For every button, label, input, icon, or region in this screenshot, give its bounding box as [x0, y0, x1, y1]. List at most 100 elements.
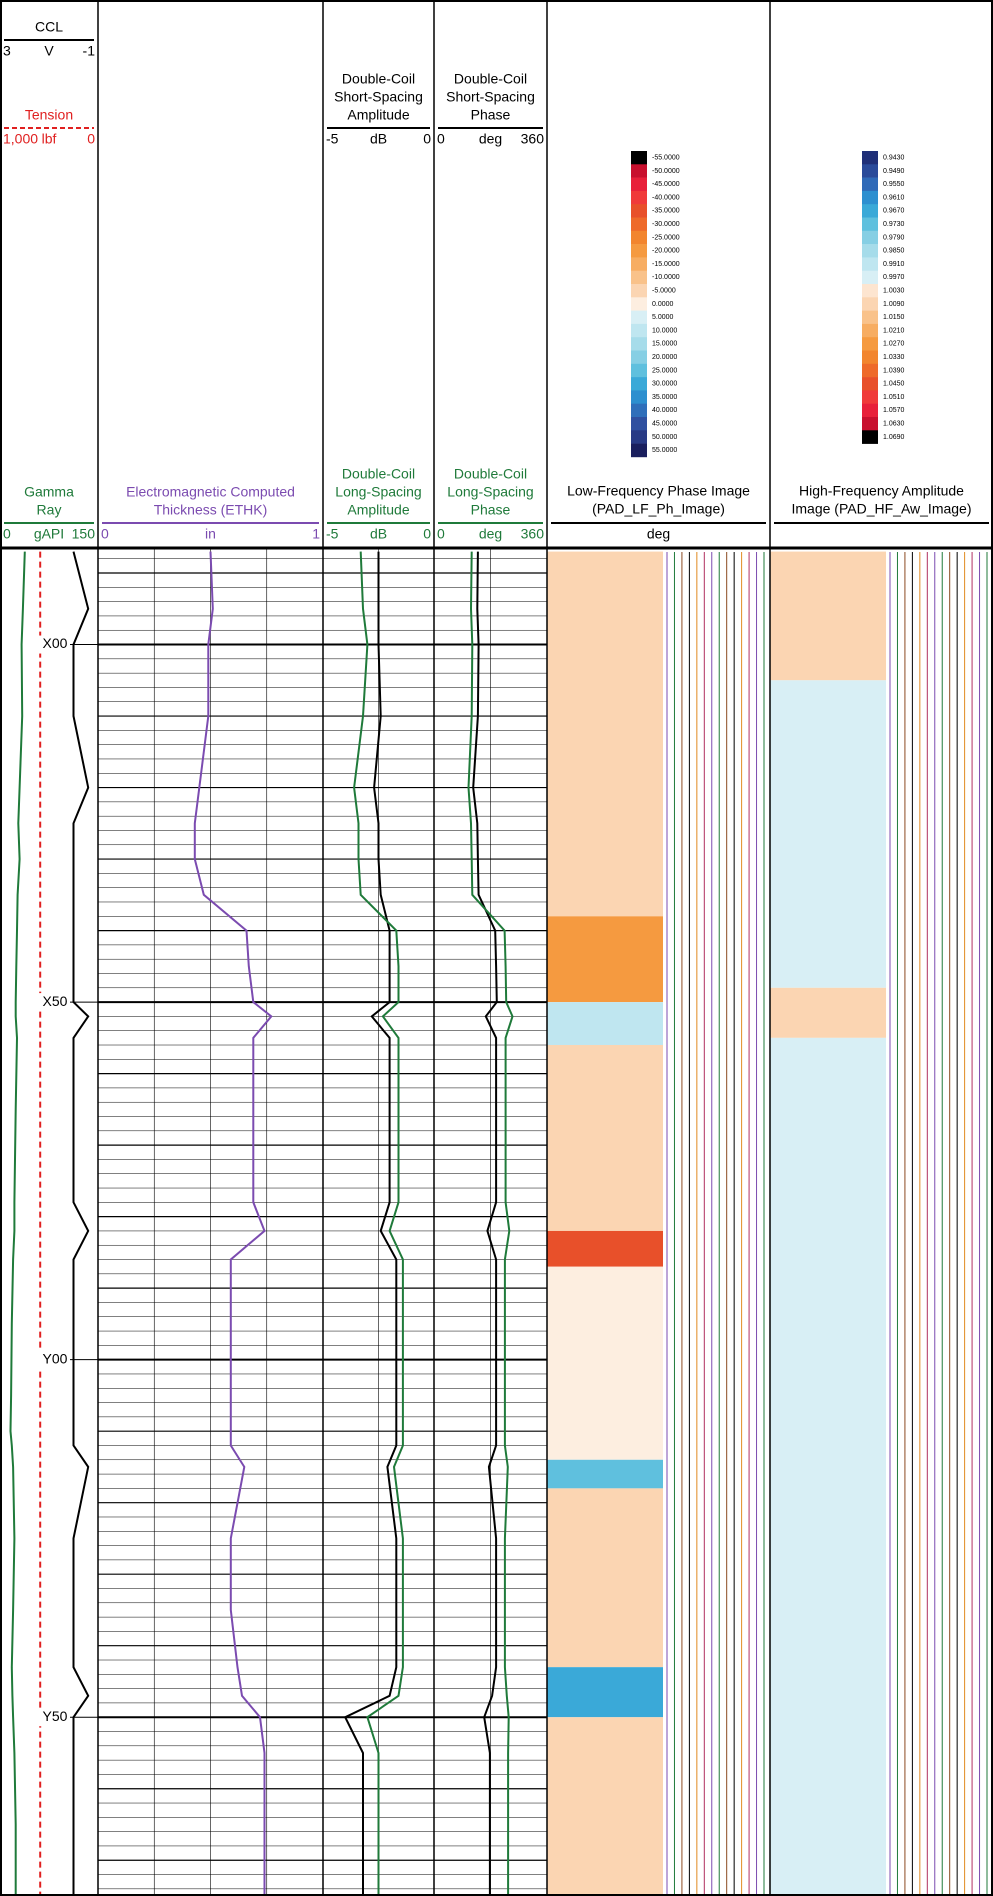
curve-title: Phase: [471, 107, 511, 123]
log-curve: [353, 551, 404, 1896]
scale-left: 3: [3, 43, 11, 59]
image-band: [770, 551, 886, 681]
colorbar-label: 50.0000: [652, 434, 677, 441]
colorbar-cell: [631, 270, 647, 285]
colorbar-label: -55.0000: [652, 154, 680, 161]
colorbar-cell: [631, 244, 647, 258]
colorbar-cell: [631, 430, 647, 444]
scale-right: 150: [72, 526, 96, 542]
colorbar-cell: [631, 350, 647, 365]
colorbar-label: 5.0000: [652, 314, 674, 321]
image-band: [547, 1667, 663, 1718]
colorbar-label: 0.0000: [652, 301, 674, 308]
image-band: [547, 1266, 663, 1460]
depth-label: X00: [43, 635, 68, 651]
colorbar-label: 0.9610: [883, 194, 905, 201]
colorbar-label: -15.0000: [652, 261, 680, 268]
colorbar-label: 1.0210: [883, 327, 905, 334]
scale-right: 360: [521, 131, 545, 147]
curve-title: Gamma: [24, 484, 74, 500]
scale-right: 1: [312, 526, 320, 542]
scale-unit: deg: [479, 131, 502, 147]
colorbar-label: 0.9730: [883, 221, 905, 228]
colorbar-cell: [862, 323, 878, 338]
scale-right: 0: [423, 526, 431, 542]
image-title: Low-Frequency Phase Image: [567, 483, 750, 499]
colorbar-label: 1.0330: [883, 354, 905, 361]
colorbar-label: -45.0000: [652, 181, 680, 188]
log-curve: [467, 551, 514, 1896]
colorbar-cell: [631, 230, 647, 245]
scale-left: 0: [3, 526, 11, 542]
colorbar-label: -40.0000: [652, 194, 680, 201]
colorbar-cell: [862, 151, 878, 165]
curve-title: Tension: [25, 107, 73, 123]
depth-label: Y00: [43, 1350, 68, 1366]
colorbar-cell: [862, 284, 878, 298]
curve-title: Double-Coil: [342, 71, 415, 87]
colorbar-label: 0.9490: [883, 168, 905, 175]
colorbar-label: 0.9550: [883, 181, 905, 188]
scale-unit: dB: [370, 131, 387, 147]
image-band: [547, 1717, 663, 1896]
scale-left: 0: [437, 526, 445, 542]
scale-left: 0: [101, 526, 109, 542]
curve-title: Long-Spacing: [447, 484, 533, 500]
colorbar-cell: [631, 377, 647, 391]
colorbar-cell: [631, 284, 647, 298]
colorbar-cell: [631, 403, 647, 418]
colorbar-cell: [862, 350, 878, 365]
colorbar-cell: [631, 164, 647, 178]
image-band: [547, 1488, 663, 1668]
colorbar-label: 0.9430: [883, 154, 905, 161]
colorbar-cell: [862, 403, 878, 418]
colorbar-cell: [862, 230, 878, 245]
curve-title: CCL: [35, 19, 63, 35]
colorbar-label: 0.9790: [883, 234, 905, 241]
scale-left: -5: [326, 526, 339, 542]
depth-label-bg: [38, 635, 72, 654]
image-title: High-Frequency Amplitude: [799, 483, 964, 499]
colorbar-cell: [631, 151, 647, 165]
colorbar-label: 0.9910: [883, 261, 905, 268]
colorbar-cell: [862, 430, 878, 444]
depth-label-bg: [38, 1708, 72, 1727]
image-band: [547, 1002, 663, 1046]
curve-title: Amplitude: [347, 502, 409, 518]
colorbar-label: 1.0090: [883, 301, 905, 308]
curve-title: Thickness (ETHK): [154, 502, 268, 518]
colorbar-cell: [862, 417, 878, 431]
scale-unit: deg: [479, 526, 502, 542]
scale-unit: dB: [370, 526, 387, 542]
curve-title: Phase: [471, 502, 511, 518]
colorbar-cell: [631, 310, 647, 325]
colorbar-label: 1.0510: [883, 394, 905, 401]
depth-label-bg: [38, 1350, 72, 1369]
image-band: [547, 551, 663, 917]
log-curve: [343, 551, 398, 1896]
colorbar-cell: [631, 297, 647, 311]
colorbar-cell: [862, 177, 878, 192]
curve-title: Long-Spacing: [335, 484, 421, 500]
log-curve: [9, 551, 26, 1896]
colorbar-label: 35.0000: [652, 394, 677, 401]
colorbar-cell: [862, 337, 878, 351]
colorbar-cell: [862, 164, 878, 178]
colorbar-label: 1.0150: [883, 314, 905, 321]
colorbar-cell: [862, 390, 878, 404]
log-curve: [472, 551, 498, 1896]
image-band: [547, 1230, 663, 1267]
colorbar-label: 15.0000: [652, 341, 677, 348]
colorbar-label: -50.0000: [652, 168, 680, 175]
colorbar-cell: [862, 363, 878, 378]
colorbar-cell: [862, 257, 878, 271]
curve-title: Double-Coil: [454, 71, 527, 87]
colorbar-cell: [862, 377, 878, 391]
scale-unit: gAPI: [34, 526, 64, 542]
scale-right: 0: [87, 131, 95, 147]
colorbar-label: -20.0000: [652, 248, 680, 255]
curve-title: Double-Coil: [454, 466, 527, 482]
image-band: [547, 916, 663, 1003]
colorbar-cell: [631, 177, 647, 192]
